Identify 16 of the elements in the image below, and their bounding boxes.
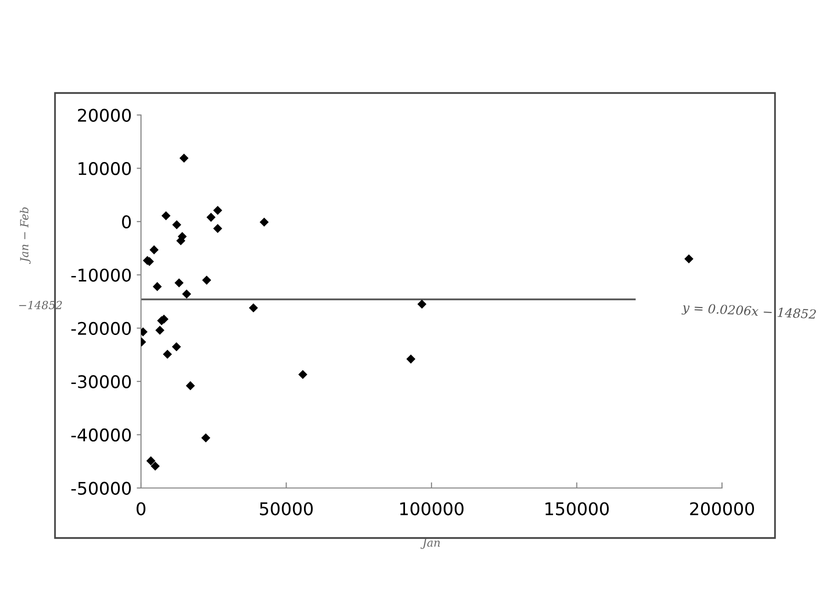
y-axis-title: Jan − Feb	[20, 207, 31, 264]
x-axis-title: Jan	[420, 538, 440, 549]
x-tick-label: 100000	[400, 502, 464, 516]
y-tick-label: 10000	[78, 162, 131, 176]
annotation: y = 0.0206x − 14852	[682, 302, 816, 322]
x-tick-label: 200000	[690, 502, 754, 516]
y-tick-label: -50000	[71, 482, 131, 495]
x-tick-label: 50000	[260, 502, 313, 516]
y-tick-label: -40000	[71, 428, 131, 442]
y-tick-label: 0	[122, 215, 131, 228]
y-tick-label: 20000	[78, 108, 131, 122]
y-tick-label: -30000	[71, 375, 131, 388]
y-tick-label: -20000	[71, 322, 131, 335]
x-tick-label: 0	[136, 502, 146, 516]
x-tick-label: 150000	[546, 502, 609, 516]
y-tick-label: -10000	[71, 268, 131, 282]
